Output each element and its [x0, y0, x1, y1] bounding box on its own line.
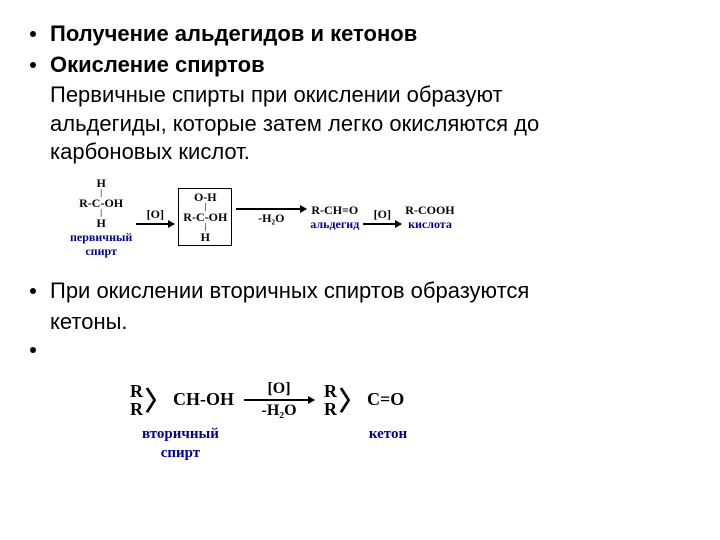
reaction-scheme-1: H | R-C-OH | H первичный спирт [O] O-H |… — [70, 177, 690, 257]
paragraph-2-line-2: кетоны. — [50, 308, 690, 337]
bullet-icon — [30, 288, 36, 294]
ox-label: [O] — [147, 207, 164, 222]
heading-1: Получение альдегидов и кетонов — [30, 20, 690, 49]
r-top-2: R — [324, 382, 337, 400]
alcohol-label-2: спирт — [85, 245, 117, 257]
secondary-alcohol: R R 〉 CH-OH — [130, 381, 234, 418]
angle-bracket-icon: 〉 — [145, 381, 171, 418]
atom-bot: H — [201, 231, 210, 243]
bullet-icon — [30, 31, 36, 37]
ketone-label: кетон — [369, 426, 407, 462]
paragraph-2: При окислении вторичных спиртов образуют… — [30, 277, 690, 306]
aldehyde: R-CH=O альдегид — [310, 204, 359, 230]
choh: CH-OH — [173, 389, 234, 410]
reaction-scheme-2: R R 〉 CH-OH [O] -H₂O R R 〉 C=O вторичный… — [130, 380, 690, 462]
primary-alcohol: H | R-C-OH | H первичный спирт — [70, 177, 132, 257]
ketone: R R 〉 C=O — [324, 381, 404, 418]
aldehyde-formula: R-CH=O — [311, 204, 358, 216]
arrow-oxidation-3: [O] -H₂O — [244, 380, 314, 420]
r-top: R — [130, 382, 143, 400]
alcohol-label-1: первичный — [70, 231, 132, 243]
paragraph-1-line-2: альдегиды, которые затем легко окисляютс… — [50, 110, 690, 139]
sec-alcohol-label-1: вторичный — [142, 426, 219, 443]
paragraph-1-line-3: карбоновых кислот. — [50, 138, 690, 167]
dehydr-label: -H₂O — [258, 211, 284, 226]
empty-bullet — [30, 336, 690, 365]
ox-label-3: [O] — [267, 380, 290, 398]
arrow-oxidation-1: [O] — [136, 207, 174, 226]
acid: R-COOH кислота — [405, 204, 454, 230]
heading-2-text: Окисление спиртов — [50, 51, 265, 80]
sec-alcohol-label-2: спирт — [142, 445, 219, 462]
bullet-icon — [30, 62, 36, 68]
paragraph-2-line-1: При окислении вторичных спиртов образуют… — [50, 277, 529, 306]
angle-bracket-icon: 〉 — [339, 381, 365, 418]
bullet-icon — [30, 347, 36, 353]
arrow-dehydration: -H₂O — [236, 207, 306, 226]
atom-bot: H — [96, 217, 105, 229]
dehydr-label-2: -H₂O — [262, 402, 297, 420]
heading-1-text: Получение альдегидов и кетонов — [50, 20, 417, 49]
arrow-oxidation-2: [O] — [363, 207, 401, 226]
r-bot-2: R — [324, 400, 337, 418]
acid-label: кислота — [408, 218, 452, 230]
co: C=O — [367, 389, 404, 410]
intermediate: O-H | R-C-OH | H — [178, 188, 232, 246]
acid-formula: R-COOH — [405, 204, 454, 216]
aldehyde-label: альдегид — [310, 218, 359, 230]
paragraph-1-line-1: Первичные спирты при окислении образуют — [50, 81, 690, 110]
ox-label-2: [O] — [374, 207, 391, 222]
r-bot: R — [130, 400, 143, 418]
heading-2: Окисление спиртов — [30, 51, 690, 80]
